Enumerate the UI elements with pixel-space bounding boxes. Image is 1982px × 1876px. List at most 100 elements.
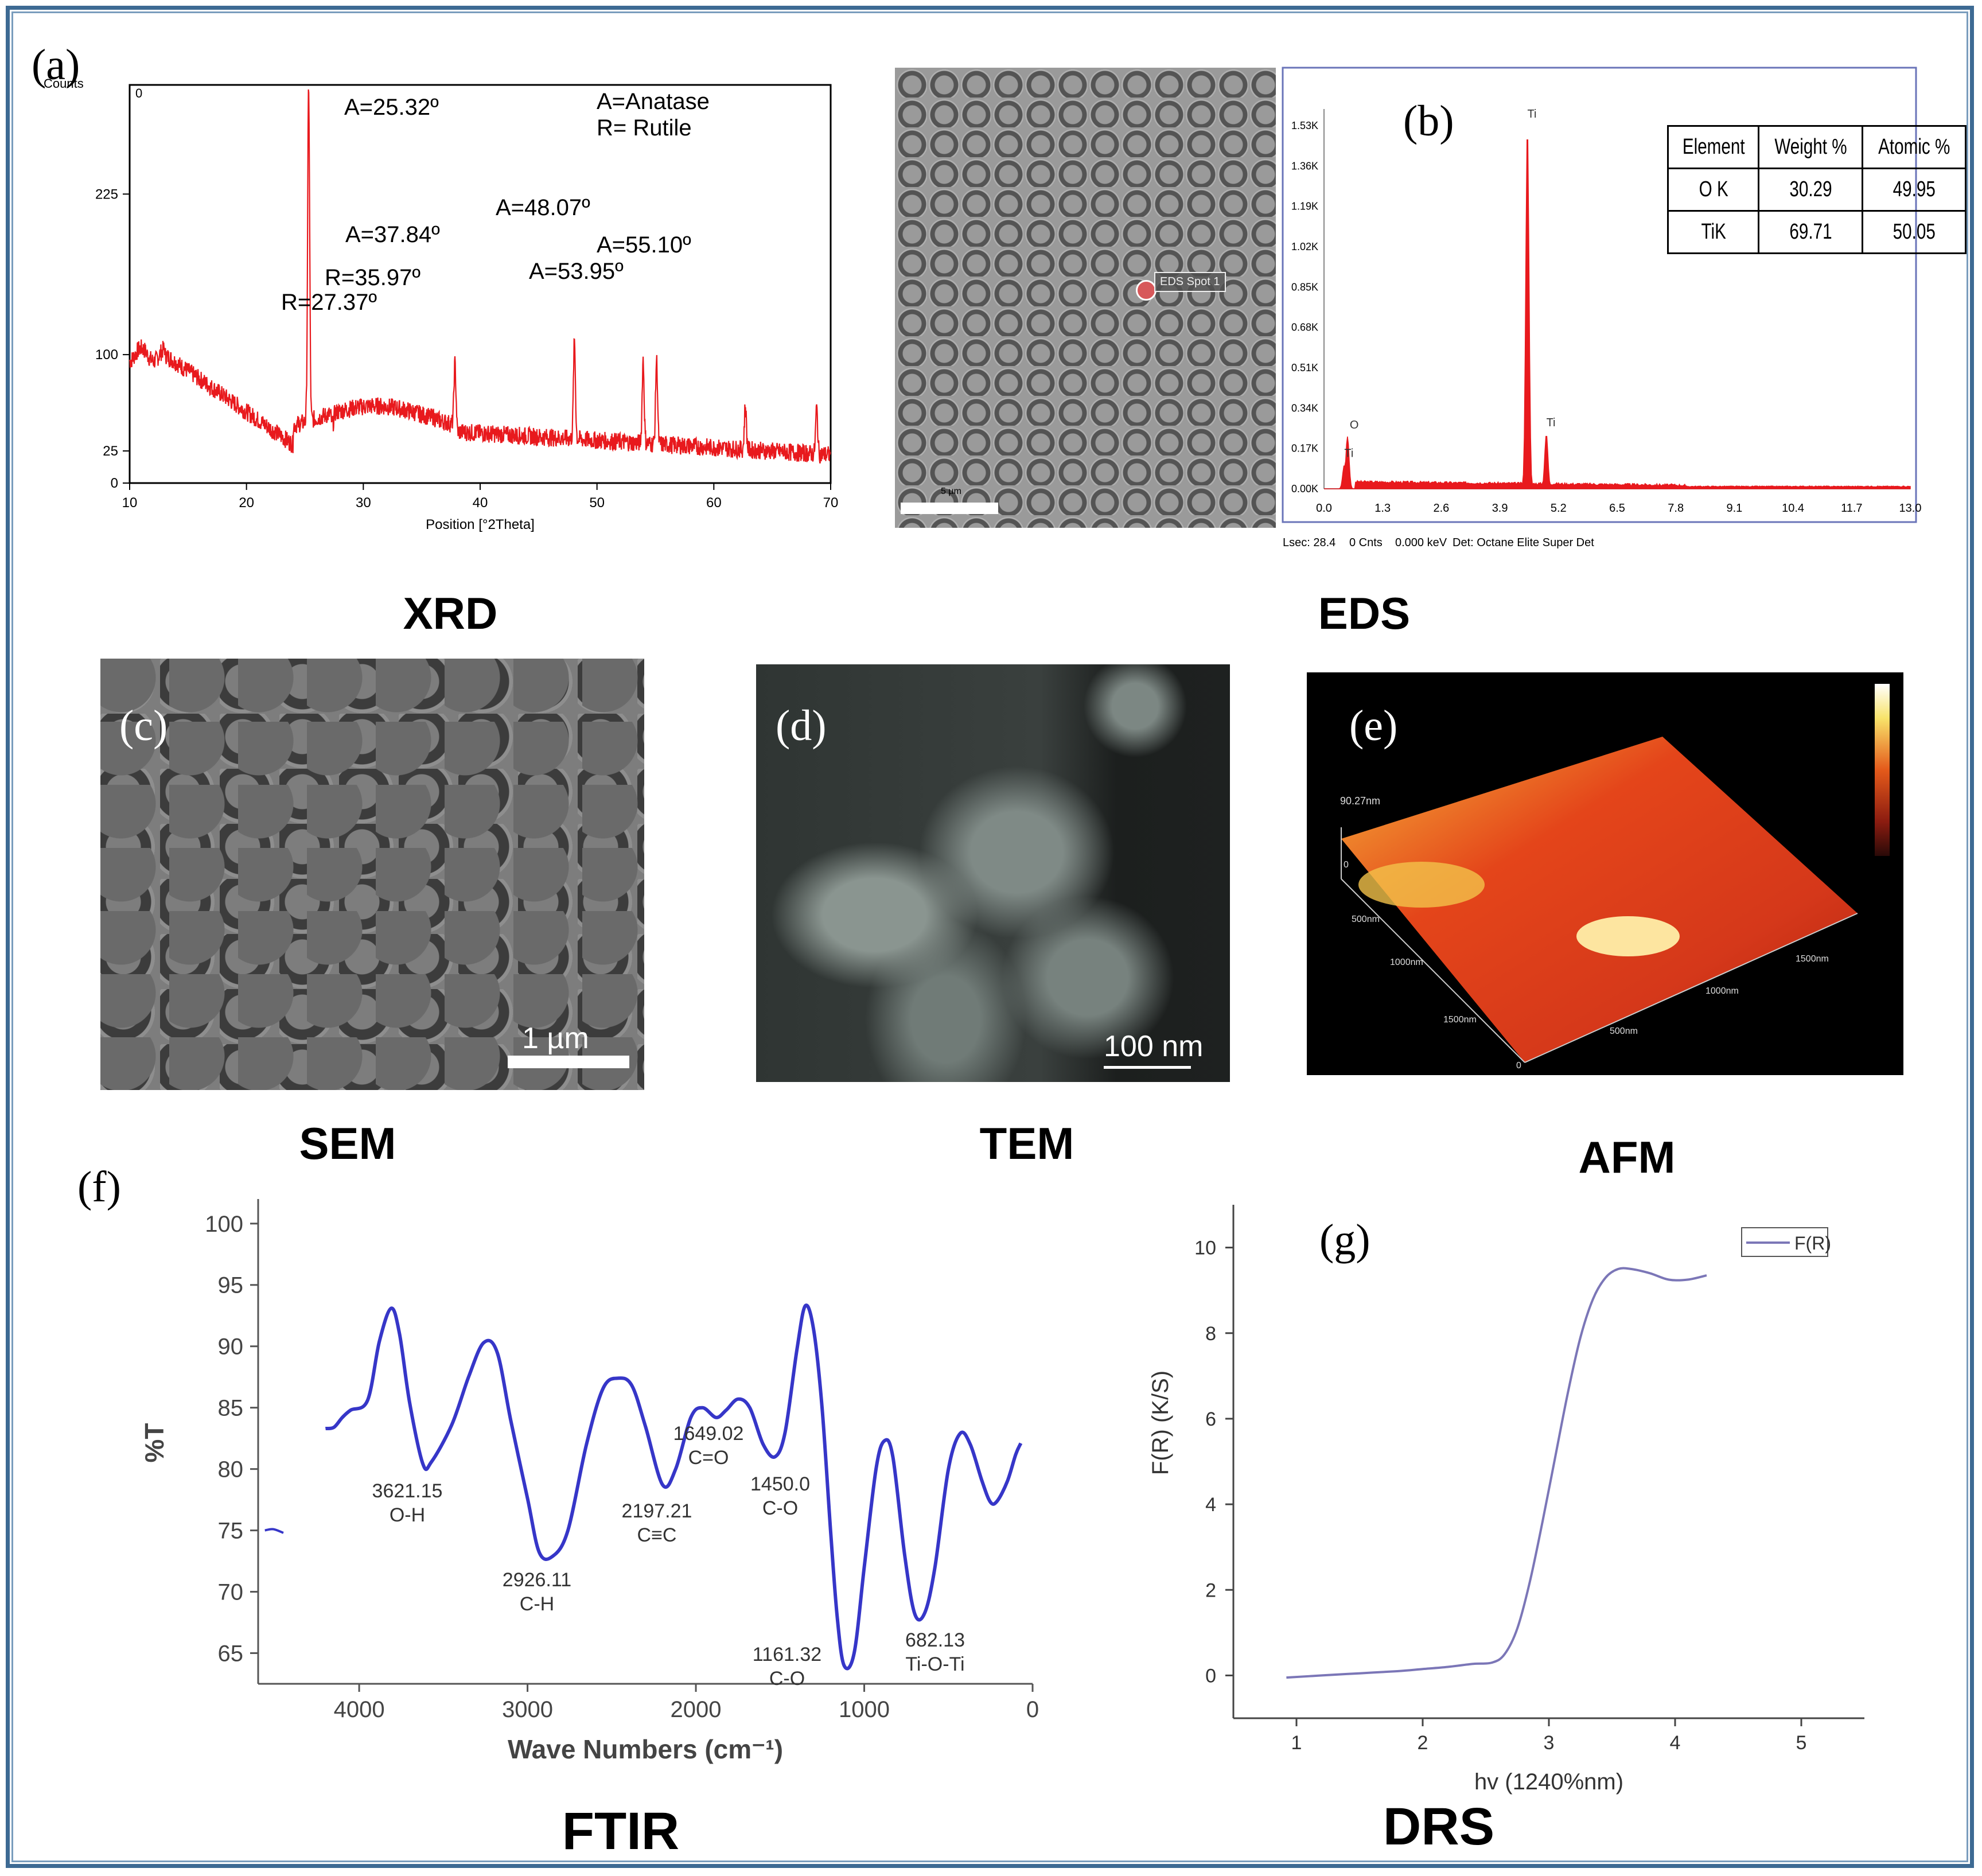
drs-curve xyxy=(1286,1267,1707,1679)
panel-label-d: (d) xyxy=(776,702,827,750)
ftir-peak-assignment: C=O xyxy=(688,1447,729,1469)
table-row: TiK 69.71 50.05 xyxy=(1668,210,1966,254)
eds-x-tick-label: 10.4 xyxy=(1782,502,1804,515)
xrd-x-tick-label: 30 xyxy=(356,495,371,511)
table-header: Weight % xyxy=(1769,125,1852,169)
xrd-x-tick-label: 70 xyxy=(823,495,839,511)
afm-feature xyxy=(1576,916,1680,956)
drs-y-tick-label: 8 xyxy=(1205,1323,1216,1345)
drs-x-tick-label: 1 xyxy=(1291,1732,1302,1754)
xrd-peak-label: A=48.07º xyxy=(496,195,590,220)
eds-peak-label: Ti xyxy=(1547,417,1556,429)
ftir-peak-label: 2197.21 xyxy=(622,1500,692,1522)
xrd-x-tick-label: 60 xyxy=(706,495,722,511)
drs-legend-label: F(R) xyxy=(1794,1233,1831,1254)
table-header-row: Element Weight % Atomic % xyxy=(1668,125,1966,169)
afm-tick-label: 1500nm xyxy=(1443,1015,1477,1025)
drs-x-tick-label: 4 xyxy=(1670,1732,1681,1754)
drs-y-tick-label: 4 xyxy=(1205,1494,1216,1516)
eds-y-tick-label: 1.19K xyxy=(1291,201,1318,212)
ftir-peak-label: 682.13 xyxy=(905,1629,965,1651)
table-cell: 49.95 xyxy=(1873,168,1955,212)
table-header: Element xyxy=(1677,125,1750,169)
xrd-y-tick-label: 0 xyxy=(111,476,118,491)
eds-spectrum xyxy=(1324,139,1911,489)
caption-drs: DRS xyxy=(1383,1797,1495,1856)
eds-footer-text: Det: Octane Elite Super Det xyxy=(1453,536,1594,549)
eds-x-tick-label: 1.3 xyxy=(1374,502,1391,515)
afm-colorbar xyxy=(1875,684,1890,856)
afm-height-label: 90.27nm xyxy=(1340,795,1380,807)
eds-x-tick-label: 6.5 xyxy=(1609,502,1625,515)
eds-spot-label: EDS Spot 1 xyxy=(1154,272,1226,292)
tem-scale-bar xyxy=(1104,1066,1191,1069)
eds-peak-label: Ti xyxy=(1344,447,1353,460)
eds-y-tick-label: 1.36K xyxy=(1291,160,1318,172)
xrd-peak-label: A=25.32º xyxy=(344,95,439,120)
panel-label-c: (c) xyxy=(119,702,168,750)
xrd-pattern-line xyxy=(129,89,831,464)
eds-y-tick-label: 1.53K xyxy=(1291,120,1318,131)
drs-y-tick-label: 10 xyxy=(1194,1237,1216,1259)
xrd-x-axis-label: Position [°2Theta] xyxy=(426,517,535,532)
ftir-y-tick-label: 80 xyxy=(218,1457,244,1482)
eds-spot-marker xyxy=(1136,280,1157,301)
caption-xrd: XRD xyxy=(403,588,498,639)
xrd-x-tick-label: 50 xyxy=(589,495,605,511)
ftir-spectrum-line xyxy=(325,1303,1023,1671)
eds-y-tick-label: 0.00K xyxy=(1291,483,1318,495)
xrd-legend-item: R= Rutile xyxy=(597,115,692,141)
eds-peak-label: Ti xyxy=(1528,108,1537,120)
ftir-peak-assignment: C-O xyxy=(769,1668,805,1690)
afm-image: 90.27nm 0 500nm 1000nm 1500nm 0 500nm 10… xyxy=(1307,672,1903,1075)
xrd-peak-label: R=27.37º xyxy=(281,290,377,315)
sem-image: 1 µm xyxy=(100,659,644,1090)
drs-y-tick-label: 6 xyxy=(1205,1408,1216,1430)
caption-eds: EDS xyxy=(1318,588,1411,639)
caption-tem: TEM xyxy=(979,1118,1074,1169)
eds-footer-text: 0 Cnts xyxy=(1349,536,1383,549)
xrd-peak-label: A=53.95º xyxy=(529,259,624,284)
xrd-y-tick-label: 25 xyxy=(103,443,118,459)
ftir-x-axis-label: Wave Numbers (cm⁻¹) xyxy=(508,1734,783,1764)
ftir-peak-assignment: C-O xyxy=(762,1497,798,1519)
eds-composition-table: Element Weight % Atomic % O K 30.29 49.9… xyxy=(1667,125,1967,254)
tem-image: 100 nm xyxy=(756,664,1230,1082)
eds-x-tick-label: 5.2 xyxy=(1551,502,1567,515)
sem-scale-bar xyxy=(508,1056,629,1068)
drs-y-tick-label: 2 xyxy=(1205,1579,1216,1601)
panel-label-f: (f) xyxy=(77,1163,121,1211)
table-cell: 69.71 xyxy=(1769,210,1852,254)
eds-y-tick-label: 0.17K xyxy=(1291,443,1318,454)
tem-scale-label: 100 nm xyxy=(1104,1030,1204,1063)
afm-tick-label: 0 xyxy=(1516,1061,1521,1071)
ftir-y-tick-label: 90 xyxy=(218,1334,244,1360)
ftir-x-tick-label: 0 xyxy=(1026,1697,1039,1722)
ftir-x-tick-label: 1000 xyxy=(839,1697,890,1722)
afm-tick-label: 1500nm xyxy=(1796,954,1829,964)
ftir-peak-label: 2926.11 xyxy=(503,1569,571,1591)
ftir-peak-label: 1161.32 xyxy=(753,1644,821,1665)
caption-ftir: FTIR xyxy=(562,1802,680,1861)
ftir-y-tick-label: 85 xyxy=(218,1396,244,1421)
eds-x-tick-label: 2.6 xyxy=(1433,502,1449,515)
eds-y-tick-label: 0.85K xyxy=(1291,281,1318,293)
eds-y-tick-label: 1.02K xyxy=(1291,241,1318,252)
panel-label-b: (b) xyxy=(1403,97,1454,145)
ftir-peak-assignment: Ti-O-Ti xyxy=(905,1653,964,1675)
xrd-y-tick-label: 225 xyxy=(95,186,118,202)
figure-inner-border xyxy=(11,11,1968,1862)
panel-label-e: (e) xyxy=(1349,702,1398,750)
drs-x-tick-label: 3 xyxy=(1544,1732,1555,1754)
ftir-y-tick-label: 75 xyxy=(218,1519,244,1544)
ftir-x-tick-label: 4000 xyxy=(334,1697,385,1722)
xrd-y-axis-label: Counts xyxy=(44,76,84,91)
sem-scale-label: 1 µm xyxy=(522,1022,589,1055)
figure-frame xyxy=(6,6,1974,1868)
ftir-peak-assignment: C≡C xyxy=(637,1524,677,1546)
xrd-peak-label: A=55.10º xyxy=(597,232,691,258)
ftir-peak-assignment: C-H xyxy=(520,1593,554,1615)
afm-tick-label: 1000nm xyxy=(1705,986,1739,996)
